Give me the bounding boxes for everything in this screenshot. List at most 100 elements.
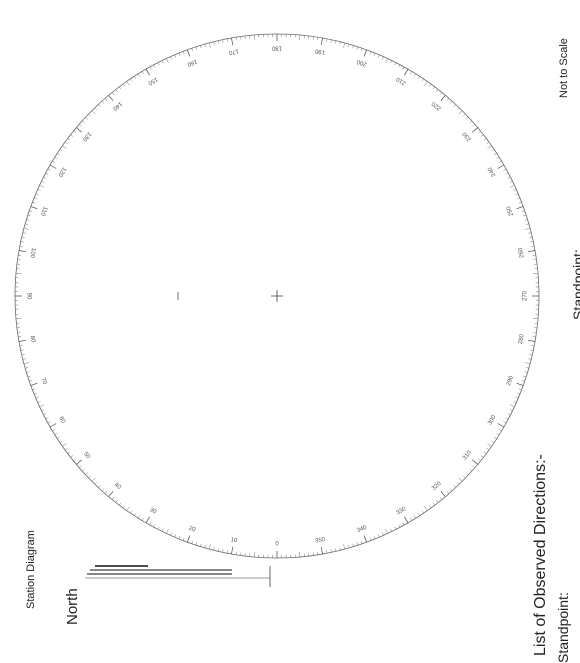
degree-tick xyxy=(402,66,405,70)
degree-tick xyxy=(402,522,405,526)
degree-tick xyxy=(119,502,122,506)
degree-tick xyxy=(73,130,76,134)
degree-label: 190 xyxy=(314,47,326,55)
degree-tick xyxy=(503,168,507,171)
degree-tick xyxy=(326,38,328,42)
degree-tick xyxy=(26,219,30,221)
degree-tick xyxy=(191,48,193,52)
degree-tick xyxy=(413,515,417,519)
degree-ticks xyxy=(14,33,540,559)
degree-tick xyxy=(410,517,413,521)
degree-tick xyxy=(343,544,346,550)
degree-tick xyxy=(149,522,152,526)
degree-tick xyxy=(516,382,524,386)
degree-tick xyxy=(463,113,466,117)
degree-tick xyxy=(453,104,456,107)
degree-label: 240 xyxy=(487,165,498,177)
degree-tick xyxy=(115,499,118,503)
degree-tick xyxy=(240,36,242,40)
degree-tick xyxy=(436,89,439,93)
degree-tick xyxy=(491,149,495,152)
degree-tick xyxy=(27,375,31,378)
degree-label: 220 xyxy=(431,100,443,111)
degree-tick xyxy=(70,455,74,458)
degree-tick xyxy=(528,232,532,234)
degree-tick xyxy=(531,245,535,247)
degree-tick xyxy=(43,176,47,179)
degree-tick xyxy=(170,532,172,536)
degree-tick xyxy=(195,46,198,50)
degree-tick xyxy=(317,551,319,555)
degree-tick xyxy=(382,532,384,536)
degree-tick xyxy=(533,259,537,261)
degree-tick xyxy=(361,540,363,544)
degree-tick xyxy=(88,113,91,117)
degree-tick xyxy=(26,371,30,373)
degree-tick xyxy=(161,528,164,532)
degree-tick xyxy=(82,469,85,472)
degree-tick xyxy=(518,201,522,204)
degree-tick xyxy=(187,535,191,543)
station-diagram-title: Station Diagram xyxy=(25,530,37,609)
degree-tick xyxy=(456,482,460,485)
degree-tick xyxy=(39,185,45,188)
degree-tick xyxy=(469,469,472,472)
degree-tick xyxy=(339,547,341,551)
degree-tick xyxy=(157,62,160,66)
degree-tick xyxy=(122,505,126,509)
degree-tick xyxy=(507,176,511,179)
degree-tick xyxy=(57,153,60,156)
degree-label: 110 xyxy=(39,205,48,217)
degree-tick xyxy=(513,189,517,191)
degree-tick xyxy=(487,443,492,447)
degree-tick xyxy=(134,513,137,516)
degree-tick xyxy=(517,392,520,395)
degree-tick xyxy=(497,423,505,428)
degree-tick xyxy=(20,241,24,243)
degree-tick xyxy=(64,141,68,145)
degree-tick xyxy=(235,551,237,555)
degree-tick xyxy=(335,548,337,552)
degree-tick xyxy=(18,339,26,342)
degree-tick xyxy=(505,172,509,175)
degree-tick xyxy=(25,367,29,369)
degree-label: 70 xyxy=(39,377,47,386)
degree-tick xyxy=(472,123,475,127)
degree-tick xyxy=(122,83,126,87)
degree-label: 300 xyxy=(487,414,498,426)
degree-tick xyxy=(424,81,428,86)
degree-tick xyxy=(480,134,484,137)
degree-tick xyxy=(98,104,101,107)
degree-tick xyxy=(453,485,456,488)
north-label: North xyxy=(64,588,81,625)
degree-label: 230 xyxy=(462,130,473,142)
degree-tick xyxy=(161,60,164,64)
degree-label: 170 xyxy=(228,47,240,55)
degree-tick xyxy=(94,482,98,485)
degree-tick xyxy=(41,180,45,183)
degree-tick xyxy=(47,421,51,424)
degree-tick xyxy=(428,505,432,509)
degree-tick xyxy=(20,349,24,351)
degree-tick xyxy=(37,189,41,191)
degree-tick xyxy=(432,502,435,506)
degree-tick xyxy=(517,197,520,200)
degree-tick xyxy=(498,160,502,163)
degree-label: 280 xyxy=(518,333,526,345)
standpoint-label-right: Standpoint: xyxy=(570,249,580,320)
degree-tick xyxy=(111,497,115,500)
degree-tick xyxy=(37,401,41,403)
degree-tick xyxy=(98,485,101,488)
degree-tick xyxy=(491,440,495,443)
degree-tick xyxy=(141,71,144,75)
degree-tick xyxy=(529,354,533,356)
degree-tick xyxy=(458,477,463,482)
degree-tick xyxy=(18,336,22,338)
degree-tick xyxy=(369,537,372,541)
degree-tick xyxy=(498,429,502,432)
degree-tick xyxy=(456,107,460,110)
degree-tick xyxy=(440,95,446,101)
degree-tick xyxy=(204,544,206,548)
degree-tick xyxy=(32,201,36,204)
degree-tick xyxy=(509,404,515,407)
